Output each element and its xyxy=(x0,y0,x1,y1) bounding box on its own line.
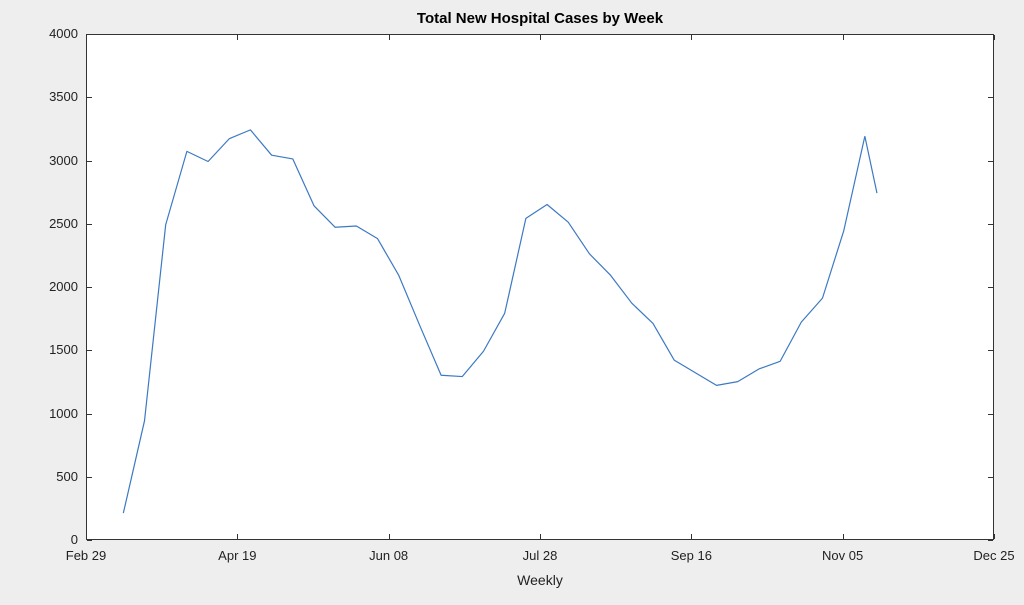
y-tick-label: 2500 xyxy=(49,216,78,231)
y-tick-mark xyxy=(87,224,92,225)
y-tick-mark xyxy=(988,477,993,478)
x-tick-mark xyxy=(843,35,844,40)
line-layer xyxy=(87,35,995,541)
y-tick-mark xyxy=(988,350,993,351)
x-tick-mark xyxy=(389,534,390,539)
y-tick-label: 3500 xyxy=(49,89,78,104)
x-tick-label: Nov 05 xyxy=(813,548,873,563)
x-tick-mark xyxy=(540,35,541,40)
y-tick-mark xyxy=(988,287,993,288)
y-tick-mark xyxy=(87,287,92,288)
y-tick-mark xyxy=(988,34,993,35)
y-tick-mark xyxy=(87,540,92,541)
y-tick-label: 4000 xyxy=(49,26,78,41)
y-tick-mark xyxy=(87,477,92,478)
y-tick-mark xyxy=(87,161,92,162)
y-tick-mark xyxy=(988,540,993,541)
y-tick-mark xyxy=(988,161,993,162)
x-tick-label: Feb 29 xyxy=(56,548,116,563)
x-tick-mark xyxy=(237,35,238,40)
y-tick-mark xyxy=(988,224,993,225)
y-tick-mark xyxy=(988,414,993,415)
x-tick-mark xyxy=(540,534,541,539)
y-tick-label: 3000 xyxy=(49,153,78,168)
x-tick-mark xyxy=(237,534,238,539)
y-tick-label: 0 xyxy=(71,532,78,547)
y-tick-mark xyxy=(87,414,92,415)
x-tick-mark xyxy=(691,35,692,40)
x-tick-mark xyxy=(86,35,87,40)
x-axis-label: Weekly xyxy=(86,572,994,588)
x-tick-label: Apr 19 xyxy=(207,548,267,563)
x-tick-mark xyxy=(389,35,390,40)
x-tick-label: Jul 28 xyxy=(510,548,570,563)
y-tick-label: 500 xyxy=(56,469,78,484)
y-tick-label: 1500 xyxy=(49,342,78,357)
y-tick-mark xyxy=(87,97,92,98)
data-line xyxy=(123,130,865,513)
x-tick-label: Sep 16 xyxy=(661,548,721,563)
x-tick-mark xyxy=(994,534,995,539)
x-tick-mark xyxy=(86,534,87,539)
x-tick-mark xyxy=(691,534,692,539)
y-tick-mark xyxy=(87,34,92,35)
y-tick-mark xyxy=(87,350,92,351)
data-line xyxy=(865,136,877,193)
chart-title: Total New Hospital Cases by Week xyxy=(86,10,994,27)
x-tick-mark xyxy=(843,534,844,539)
x-tick-label: Jun 08 xyxy=(359,548,419,563)
x-tick-label: Dec 25 xyxy=(964,548,1024,563)
y-tick-mark xyxy=(988,97,993,98)
y-tick-label: 1000 xyxy=(49,406,78,421)
y-tick-label: 2000 xyxy=(49,279,78,294)
x-tick-mark xyxy=(994,35,995,40)
plot-area xyxy=(86,34,994,540)
